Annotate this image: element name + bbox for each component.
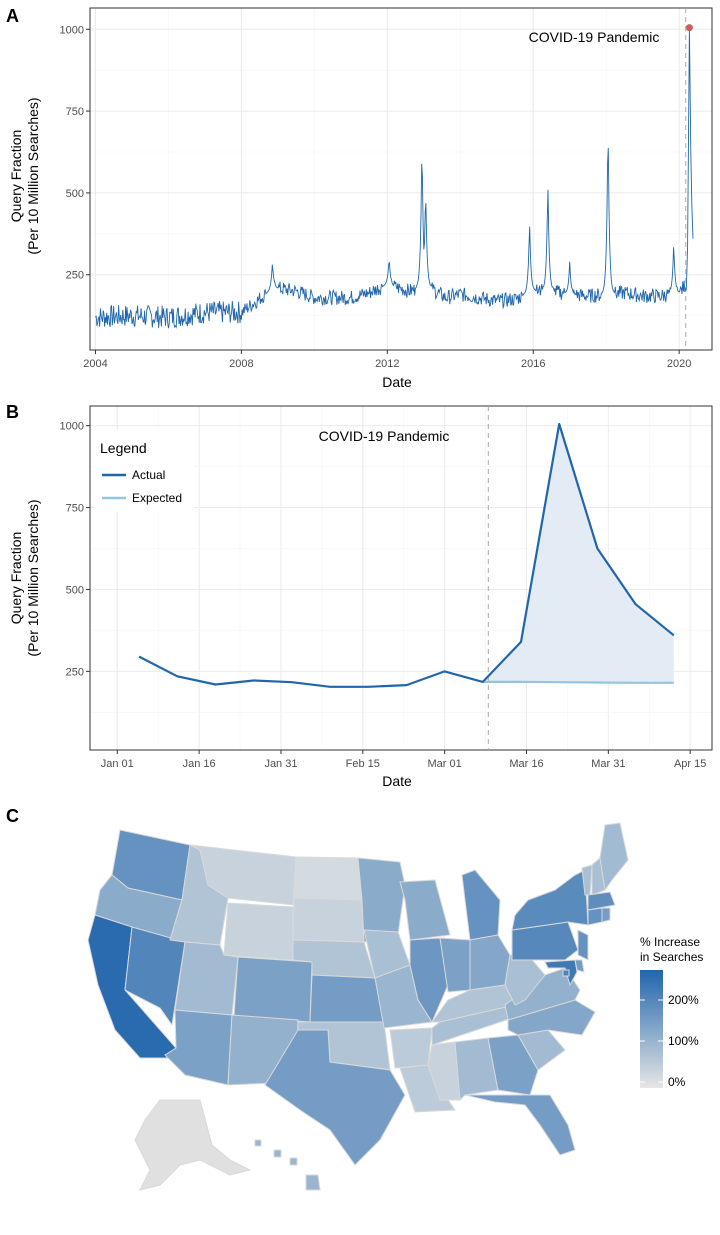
panel-b-x-tick-label: Mar 01 [428, 758, 462, 770]
state-ct [587, 907, 603, 926]
panel-b-letter: B [6, 402, 19, 422]
state-ak [134, 1099, 252, 1191]
state-ks [309, 974, 385, 1023]
state-wv [504, 954, 546, 1006]
state-hi [254, 1139, 321, 1191]
panel-a-series [95, 8, 694, 350]
state-dc [562, 969, 570, 977]
panel-a-grid [90, 8, 712, 350]
state-nj [577, 929, 589, 961]
panel-a-y-tick-label: 1000 [60, 24, 84, 36]
panel-a-y-axis-title-line1: Query Fraction [8, 130, 24, 223]
panel-a-x-tick-label: 2004 [83, 358, 107, 370]
state-me [599, 822, 629, 892]
panel-b-x-axis-title: Date [382, 773, 412, 789]
legend-title: Legend [100, 440, 147, 456]
panel-a-frame [89, 7, 713, 351]
state-nd [293, 856, 363, 901]
state-al [454, 1037, 499, 1102]
panel-b-annotation: COVID-19 Pandemic [319, 428, 450, 444]
state-ga [487, 1034, 539, 1096]
panel-b-x-tick-label: Mar 31 [591, 758, 625, 770]
map-legend-title-line2: in Searches [640, 950, 703, 964]
panel-a-x-tick-label: 2012 [375, 358, 399, 370]
state-co [233, 956, 313, 1023]
panel-b-x-tick-label: Mar 16 [509, 758, 543, 770]
panel-a-y-axis-title-line2: (Per 10 Million Searches) [25, 97, 41, 254]
legend-label-expected: Expected [132, 491, 182, 505]
panel-a-y-tick-label: 750 [66, 106, 84, 118]
panel-b-x-tick-label: Apr 15 [674, 758, 706, 770]
state-ny [511, 869, 589, 931]
state-sd [292, 897, 365, 943]
state-wi [399, 879, 451, 941]
state-ms [427, 1041, 461, 1101]
legend-label-actual: Actual [132, 468, 165, 482]
state-ri [601, 907, 611, 923]
state-mi [461, 869, 501, 941]
panel-a-y-ticks: 250 500 750 1000 [60, 24, 90, 282]
state-oh [469, 934, 511, 991]
panel-a-letter: A [6, 6, 19, 26]
panel-a-x-axis-title: Date [382, 374, 412, 390]
panel-b-y-tick-label: 1000 [60, 421, 84, 433]
panel-a-y-tick-label: 500 [66, 188, 84, 200]
panel-b-y-axis-title-line1: Query Fraction [8, 532, 24, 625]
state-fl [464, 1094, 576, 1156]
panel-b-y-tick-label: 250 [66, 666, 84, 678]
panel-b: B 250 500 750 1000 Jan 01 Jan 16 Jan 31 Feb 15… [6, 402, 713, 789]
panel-b-expected-line [482, 680, 674, 684]
state-wy [223, 902, 294, 961]
panel-a-x-tick-label: 2008 [229, 358, 253, 370]
map-legend-label-100: 100% [668, 1034, 699, 1048]
map-legend-title-line1: % Increase [640, 935, 700, 949]
panel-b-x-tick-label: Jan 31 [264, 758, 297, 770]
panel-b-y-tick-label: 750 [66, 503, 84, 515]
map-legend-label-200: 200% [668, 993, 699, 1007]
state-md [544, 959, 578, 987]
panel-b-y-tick-label: 500 [66, 584, 84, 596]
panel-c: C [6, 806, 703, 1191]
map-legend: % Increase in Searches 200% 100% 0% [640, 935, 703, 1089]
panel-a-x-tick-label: 2016 [521, 358, 545, 370]
state-ar [389, 1027, 433, 1069]
state-ma [587, 891, 616, 911]
panel-a-peak-point [685, 24, 693, 32]
panel-a-y-tick-label: 250 [66, 270, 84, 282]
map-legend-label-0: 0% [668, 1075, 686, 1089]
panel-c-letter: C [6, 806, 19, 826]
state-nc [507, 999, 596, 1036]
panel-b-y-axis-title-line2: (Per 10 Million Searches) [25, 499, 41, 656]
state-tx [264, 1029, 406, 1166]
panel-b-x-tick-label: Feb 15 [346, 758, 380, 770]
panel-b-y-ticks: 250 500 750 1000 [60, 421, 90, 678]
panel-a-x-ticks: 2004 2008 2012 2016 2020 [83, 350, 691, 370]
state-mn [357, 857, 406, 943]
panel-b-x-tick-label: Jan 16 [183, 758, 216, 770]
panel-a: A 250 500 750 1000 2004 2008 2012 2016 2020 COV… [6, 6, 713, 390]
panel-b-series [138, 406, 675, 750]
panel-b-frame [89, 405, 713, 751]
us-choropleth-map [87, 822, 629, 1191]
panel-a-query-line [95, 27, 694, 329]
panel-a-annotation: COVID-19 Pandemic [529, 29, 660, 45]
map-legend-colorbar [640, 970, 663, 1088]
panel-b-x-tick-label: Jan 01 [101, 758, 134, 770]
panel-a-x-tick-label: 2020 [667, 358, 691, 370]
map-legend-ticks [640, 999, 663, 1083]
panel-b-excess-area [482, 424, 674, 683]
panel-b-actual-line [138, 422, 675, 688]
panel-b-legend: Legend Actual Expected [94, 430, 194, 512]
panel-b-x-ticks: Jan 01 Jan 16 Jan 31 Feb 15 Mar 01 Mar 16 Mar … [101, 750, 706, 770]
panel-a-background [90, 8, 712, 350]
